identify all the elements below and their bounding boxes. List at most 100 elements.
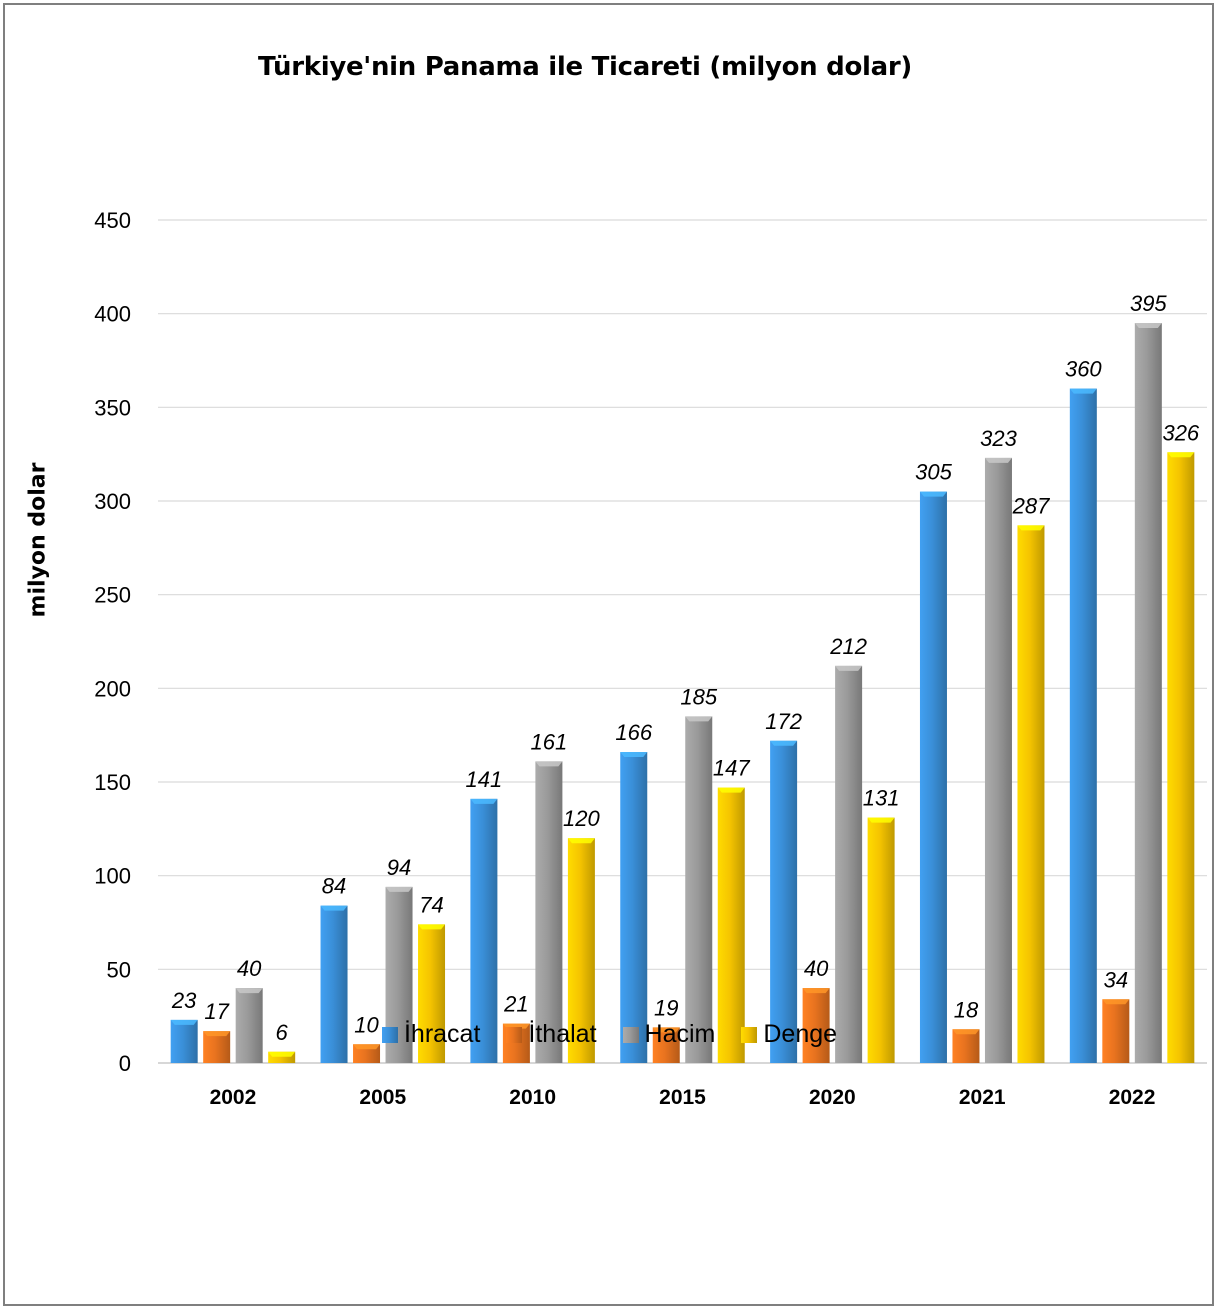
bar-denge-2005 xyxy=(418,924,446,1063)
y-tick-label: 250 xyxy=(94,583,131,608)
data-label-denge-2015: 147 xyxy=(713,756,750,781)
data-label-hacim-2021: 323 xyxy=(980,426,1017,451)
data-label-denge-2021: 287 xyxy=(1012,493,1050,518)
legend-label-hacim: Hacim xyxy=(644,1020,716,1048)
bar-i-hracat-2022 xyxy=(1069,388,1097,1064)
bar-bevel-i-thalat-2022 xyxy=(1102,999,1130,1005)
x-tick-label-2021: 2021 xyxy=(959,1086,1006,1109)
x-tick-label-2005: 2005 xyxy=(359,1086,406,1109)
bar-bevel-i-thalat-2015 xyxy=(652,1027,680,1033)
bar-bevel-i-thalat-2020 xyxy=(802,988,830,994)
data-label-i-hracat-2005: 84 xyxy=(322,874,346,899)
data-label-hacim-2005: 94 xyxy=(387,855,411,880)
legend-label-ithalat: İthalat xyxy=(528,1020,597,1048)
data-label-i-thalat-2022: 34 xyxy=(1104,967,1128,992)
legend-label-denge: Denge xyxy=(763,1020,838,1048)
x-tick-label-2020: 2020 xyxy=(809,1086,856,1109)
bar-denge-2002 xyxy=(268,1051,296,1063)
bar-bevel-hacim-2015 xyxy=(685,716,713,722)
data-label-i-hracat-2010: 141 xyxy=(466,767,503,792)
bar-i-thalat-2020 xyxy=(802,988,830,1063)
data-label-hacim-2022: 395 xyxy=(1130,291,1167,316)
chart-title: Türkiye'nin Panama ile Ticareti (milyon … xyxy=(258,52,912,82)
bar-denge-2022 xyxy=(1167,452,1195,1063)
y-tick-label: 50 xyxy=(107,957,131,982)
y-tick-label: 400 xyxy=(94,302,131,327)
bar-i-hracat-2021 xyxy=(919,491,947,1064)
bar-hacim-2002 xyxy=(235,988,263,1063)
data-label-hacim-2020: 212 xyxy=(829,634,867,659)
bar-hacim-2022 xyxy=(1134,323,1162,1063)
bar-i-hracat-2002 xyxy=(170,1019,198,1063)
y-tick-label: 150 xyxy=(94,770,131,795)
bar-bevel-denge-2002 xyxy=(268,1051,296,1057)
bar-bevel-hacim-2021 xyxy=(984,457,1012,463)
bar-bevel-denge-2022 xyxy=(1167,452,1195,458)
data-label-i-hracat-2020: 172 xyxy=(765,709,802,734)
data-label-hacim-2015: 185 xyxy=(680,684,717,709)
bar-i-thalat-2021 xyxy=(952,1029,980,1063)
bar-i-hracat-2010 xyxy=(470,798,498,1063)
bar-bevel-denge-2005 xyxy=(418,924,446,930)
legend-label-ihracat: İhracat xyxy=(403,1020,481,1048)
bar-hacim-2020 xyxy=(835,665,863,1063)
bar-i-thalat-2015 xyxy=(652,1027,680,1063)
y-tick-label: 350 xyxy=(94,395,131,420)
legend: İhracat İthalat Hacim Denge xyxy=(0,1020,1219,1049)
data-label-i-thalat-2020: 40 xyxy=(804,956,829,981)
bar-bevel-i-thalat-2005 xyxy=(353,1044,381,1050)
bar-bevel-denge-2015 xyxy=(717,787,745,793)
data-label-denge-2002: 6 xyxy=(276,1020,289,1045)
y-tick-label: 200 xyxy=(94,676,131,701)
bar-i-hracat-2005 xyxy=(320,905,348,1063)
bar-denge-2021 xyxy=(1017,525,1045,1063)
legend-item-ihracat: İhracat xyxy=(381,1020,481,1049)
data-label-hacim-2010: 161 xyxy=(531,729,568,754)
bar-bevel-i-hracat-2010 xyxy=(470,798,498,804)
data-label-i-thalat-2021: 18 xyxy=(954,997,979,1022)
bar-hacim-2015 xyxy=(685,716,713,1063)
x-tick-label-2015: 2015 xyxy=(659,1086,706,1109)
x-tick-label-2002: 2002 xyxy=(210,1086,257,1109)
data-label-denge-2022: 326 xyxy=(1162,420,1199,445)
data-label-hacim-2002: 40 xyxy=(237,956,262,981)
legend-swatch-hacim xyxy=(622,1026,639,1043)
data-label-i-hracat-2002: 23 xyxy=(171,988,197,1013)
bar-denge-2015 xyxy=(717,787,745,1063)
y-tick-label: 300 xyxy=(94,489,131,514)
legend-item-ithalat: İthalat xyxy=(506,1020,597,1049)
data-label-i-hracat-2021: 305 xyxy=(915,460,952,485)
bar-bevel-hacim-2020 xyxy=(835,665,863,671)
y-tick-label: 450 xyxy=(94,208,131,233)
data-label-i-thalat-2010: 21 xyxy=(503,992,528,1017)
data-label-i-thalat-2015: 19 xyxy=(654,995,678,1020)
bar-i-thalat-2002 xyxy=(203,1031,231,1063)
y-tick-label: 100 xyxy=(94,864,131,889)
bar-bevel-hacim-2002 xyxy=(235,988,263,994)
bar-bevel-denge-2020 xyxy=(867,817,895,823)
y-tick-label: 0 xyxy=(119,1051,131,1076)
bar-bevel-i-hracat-2015 xyxy=(620,752,648,758)
bar-bevel-hacim-2022 xyxy=(1134,323,1162,329)
bar-bevel-i-hracat-2022 xyxy=(1069,388,1097,394)
bar-denge-2010 xyxy=(567,838,595,1063)
bar-i-thalat-2022 xyxy=(1102,999,1130,1063)
bar-bevel-i-hracat-2021 xyxy=(919,491,947,497)
bar-hacim-2021 xyxy=(984,457,1012,1063)
bar-bevel-denge-2021 xyxy=(1017,525,1045,531)
legend-swatch-ithalat xyxy=(506,1026,523,1043)
legend-item-denge: Denge xyxy=(741,1020,837,1049)
legend-swatch-ihracat xyxy=(381,1026,398,1043)
bar-i-hracat-2020 xyxy=(770,740,798,1063)
x-tick-label-2022: 2022 xyxy=(1109,1086,1156,1109)
bar-bevel-i-hracat-2020 xyxy=(770,740,798,746)
data-label-i-thalat-2005: 10 xyxy=(354,1012,379,1037)
data-label-i-hracat-2022: 360 xyxy=(1065,357,1102,382)
data-label-denge-2020: 131 xyxy=(863,786,900,811)
bar-denge-2020 xyxy=(867,817,895,1063)
data-label-i-thalat-2002: 17 xyxy=(204,999,229,1024)
bar-bevel-hacim-2005 xyxy=(385,886,413,892)
bar-bevel-hacim-2010 xyxy=(535,761,563,767)
bar-bevel-i-thalat-2002 xyxy=(203,1031,231,1037)
